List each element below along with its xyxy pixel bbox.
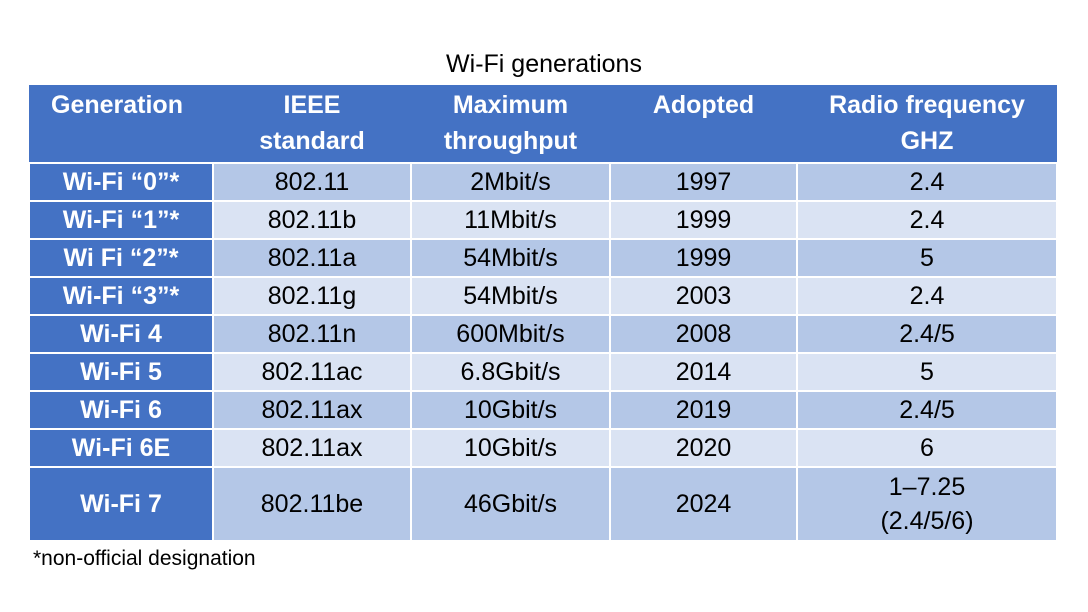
cell-throughput: 10Gbit/s bbox=[410, 428, 611, 468]
cell-throughput: 46Gbit/s bbox=[410, 466, 611, 542]
cell-generation: Wi Fi “2”* bbox=[28, 238, 214, 278]
cell-generation: Wi-Fi 6 bbox=[28, 390, 214, 430]
table-row: Wi-Fi “3”* 802.11g 54Mbit/s 2003 2.4 bbox=[28, 276, 1058, 316]
cell-throughput: 11Mbit/s bbox=[410, 200, 611, 240]
wifi-generations-table: Generation IEEE standard Maximum throughpu… bbox=[28, 85, 1058, 542]
table-row: Wi-Fi “0”* 802.11 2Mbit/s 1997 2.4 bbox=[28, 162, 1058, 202]
cell-throughput: 10Gbit/s bbox=[410, 390, 611, 430]
cell-radio-frequency: 5 bbox=[796, 238, 1058, 278]
cell-radio-frequency: 2.4/5 bbox=[796, 390, 1058, 430]
cell-ieee-standard: 802.11ax bbox=[212, 428, 412, 468]
cell-adopted: 2019 bbox=[609, 390, 798, 430]
cell-radio-frequency: 5 bbox=[796, 352, 1058, 392]
cell-throughput: 600Mbit/s bbox=[410, 314, 611, 354]
cell-ieee-standard: 802.11ac bbox=[212, 352, 412, 392]
header-maximum-throughput: Maximum throughput bbox=[411, 85, 610, 163]
cell-ieee-standard: 802.11g bbox=[212, 276, 412, 316]
cell-radio-frequency: 2.4 bbox=[796, 200, 1058, 240]
cell-generation: Wi-Fi “1”* bbox=[28, 200, 214, 240]
cell-adopted: 2014 bbox=[609, 352, 798, 392]
cell-radio-frequency: 2.4 bbox=[796, 162, 1058, 202]
cell-generation: Wi-Fi 7 bbox=[28, 466, 214, 542]
cell-adopted: 1999 bbox=[609, 200, 798, 240]
table-row: Wi-Fi 4 802.11n 600Mbit/s 2008 2.4/5 bbox=[28, 314, 1058, 354]
table-row: Wi Fi “2”* 802.11a 54Mbit/s 1999 5 bbox=[28, 238, 1058, 278]
cell-radio-frequency: 2.4 bbox=[796, 276, 1058, 316]
cell-generation: Wi-Fi “3”* bbox=[28, 276, 214, 316]
header-adopted: Adopted bbox=[610, 85, 797, 163]
cell-generation: Wi-Fi “0”* bbox=[28, 162, 214, 202]
header-radio-frequency: Radio frequency GHZ bbox=[797, 85, 1057, 163]
cell-throughput: 54Mbit/s bbox=[410, 238, 611, 278]
cell-adopted: 2020 bbox=[609, 428, 798, 468]
footnote: *non-official designation bbox=[33, 547, 256, 570]
cell-ieee-standard: 802.11b bbox=[212, 200, 412, 240]
table-row: Wi-Fi “1”* 802.11b 11Mbit/s 1999 2.4 bbox=[28, 200, 1058, 240]
cell-adopted: 2024 bbox=[609, 466, 798, 542]
cell-radio-frequency: 6 bbox=[796, 428, 1058, 468]
cell-adopted: 2008 bbox=[609, 314, 798, 354]
table-row: Wi-Fi 6 802.11ax 10Gbit/s 2019 2.4/5 bbox=[28, 390, 1058, 430]
cell-throughput: 54Mbit/s bbox=[410, 276, 611, 316]
header-generation: Generation bbox=[29, 85, 213, 163]
table-row: Wi-Fi 7 802.11be 46Gbit/s 2024 1–7.25 (2.… bbox=[28, 466, 1058, 542]
cell-generation: Wi-Fi 4 bbox=[28, 314, 214, 354]
cell-ieee-standard: 802.11be bbox=[212, 466, 412, 542]
cell-adopted: 1999 bbox=[609, 238, 798, 278]
table-row: Wi-Fi 5 802.11ac 6.8Gbit/s 2014 5 bbox=[28, 352, 1058, 392]
cell-ieee-standard: 802.11n bbox=[212, 314, 412, 354]
cell-adopted: 1997 bbox=[609, 162, 798, 202]
table-title: Wi-Fi generations bbox=[446, 50, 642, 78]
cell-adopted: 2003 bbox=[609, 276, 798, 316]
cell-radio-frequency: 1–7.25 (2.4/5/6) bbox=[796, 466, 1058, 542]
cell-generation: Wi-Fi 5 bbox=[28, 352, 214, 392]
header-ieee-standard: IEEE standard bbox=[213, 85, 411, 163]
cell-throughput: 6.8Gbit/s bbox=[410, 352, 611, 392]
cell-ieee-standard: 802.11a bbox=[212, 238, 412, 278]
table-row: Wi-Fi 6E 802.11ax 10Gbit/s 2020 6 bbox=[28, 428, 1058, 468]
cell-radio-frequency: 2.4/5 bbox=[796, 314, 1058, 354]
cell-ieee-standard: 802.11ax bbox=[212, 390, 412, 430]
cell-throughput: 2Mbit/s bbox=[410, 162, 611, 202]
cell-ieee-standard: 802.11 bbox=[212, 162, 412, 202]
table-header-row: Generation IEEE standard Maximum throughpu… bbox=[29, 85, 1057, 163]
cell-generation: Wi-Fi 6E bbox=[28, 428, 214, 468]
